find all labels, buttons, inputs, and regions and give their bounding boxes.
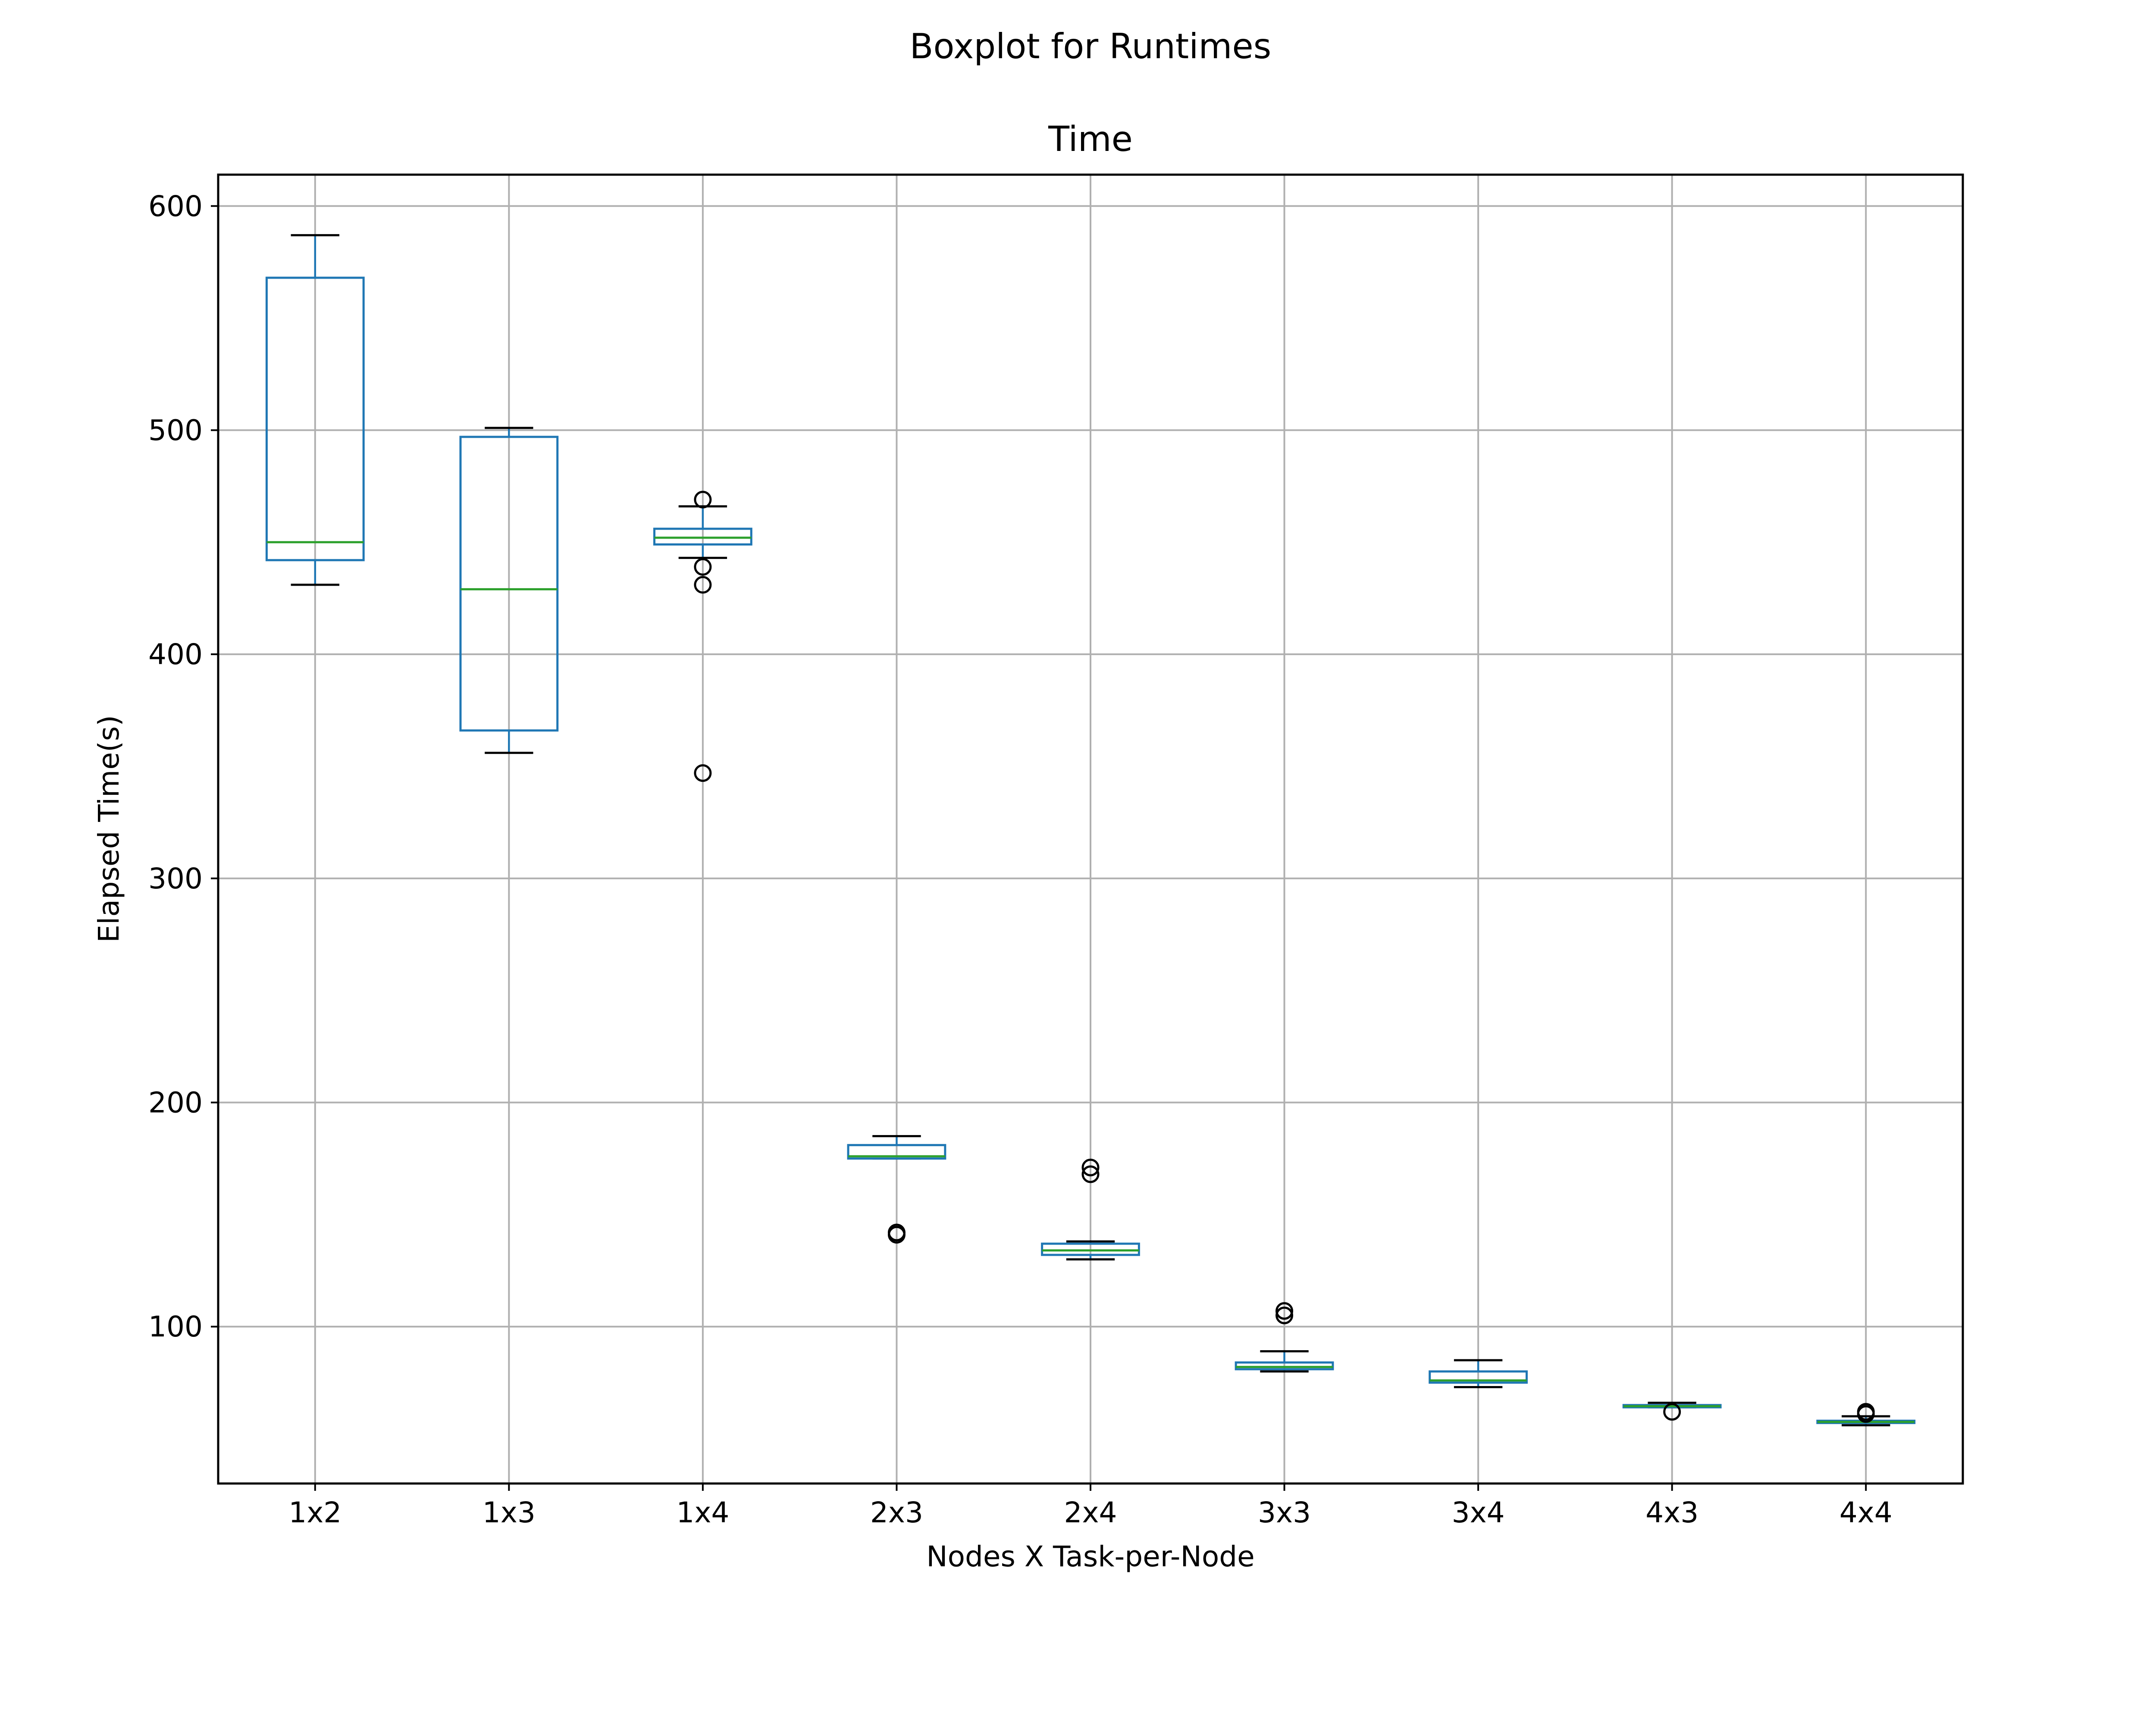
y-tick-label: 100 [148,1310,203,1343]
boxes-layer [265,234,1916,1427]
y-axis-label: Elapsed Time(s) [92,715,125,943]
y-tick-label: 500 [148,414,203,447]
figure-suptitle: Boxplot for Runtimes [910,26,1272,66]
iqr-box [459,436,559,732]
axes-title: Time [1048,119,1133,159]
box-4x3 [1622,1402,1722,1421]
iqr-box [265,276,365,561]
x-tick-label: 4x4 [1839,1496,1893,1529]
box-2x3 [847,1135,946,1244]
y-tick-label: 200 [148,1086,203,1120]
x-tick-label: 1x2 [288,1496,342,1529]
x-tick-label: 3x3 [1258,1496,1311,1529]
box-2x4 [1041,1158,1140,1261]
outlier-point [694,764,712,782]
x-tick-label: 1x3 [483,1496,536,1529]
outlier-point [694,558,712,576]
iqr-box [1041,1242,1140,1256]
box-1x4 [653,491,752,782]
iqr-box [1235,1361,1334,1371]
box-1x3 [459,427,559,754]
ticks-layer: 1x2 1x3 1x4 2x3 2x4 3x3 3x4 4x3 4x4 100 200 300 400 5… [148,190,1893,1529]
iqr-box [1429,1370,1528,1384]
plot-frame [217,173,1964,1485]
iqr-box [847,1144,946,1160]
outlier-point [1663,1403,1681,1421]
box-1x2 [265,234,365,586]
outlier-point [887,1226,906,1244]
x-tick-label: 4x3 [1645,1496,1698,1529]
outlier-point [1857,1405,1875,1423]
box-3x3 [1235,1302,1334,1373]
x-tick-label: 1x4 [676,1496,729,1529]
x-axis-label: Nodes X Task-per-Node [926,1540,1255,1573]
box-4x4 [1816,1403,1916,1427]
grid-layer [218,175,1963,1484]
iqr-box [653,527,752,546]
y-tick-label: 400 [148,638,203,671]
outlier-point [694,491,712,509]
outlier-point [1275,1302,1294,1320]
x-tick-label: 2x4 [1064,1496,1117,1529]
x-tick-label: 2x3 [870,1496,923,1529]
box-3x4 [1429,1359,1528,1389]
y-tick-label: 300 [148,862,203,895]
outlier-point [694,576,712,594]
x-tick-label: 3x4 [1452,1496,1505,1529]
outlier-point [1081,1165,1100,1183]
outlier-point [1275,1306,1294,1324]
outlier-point [1081,1158,1100,1176]
y-tick-label: 600 [148,190,203,223]
